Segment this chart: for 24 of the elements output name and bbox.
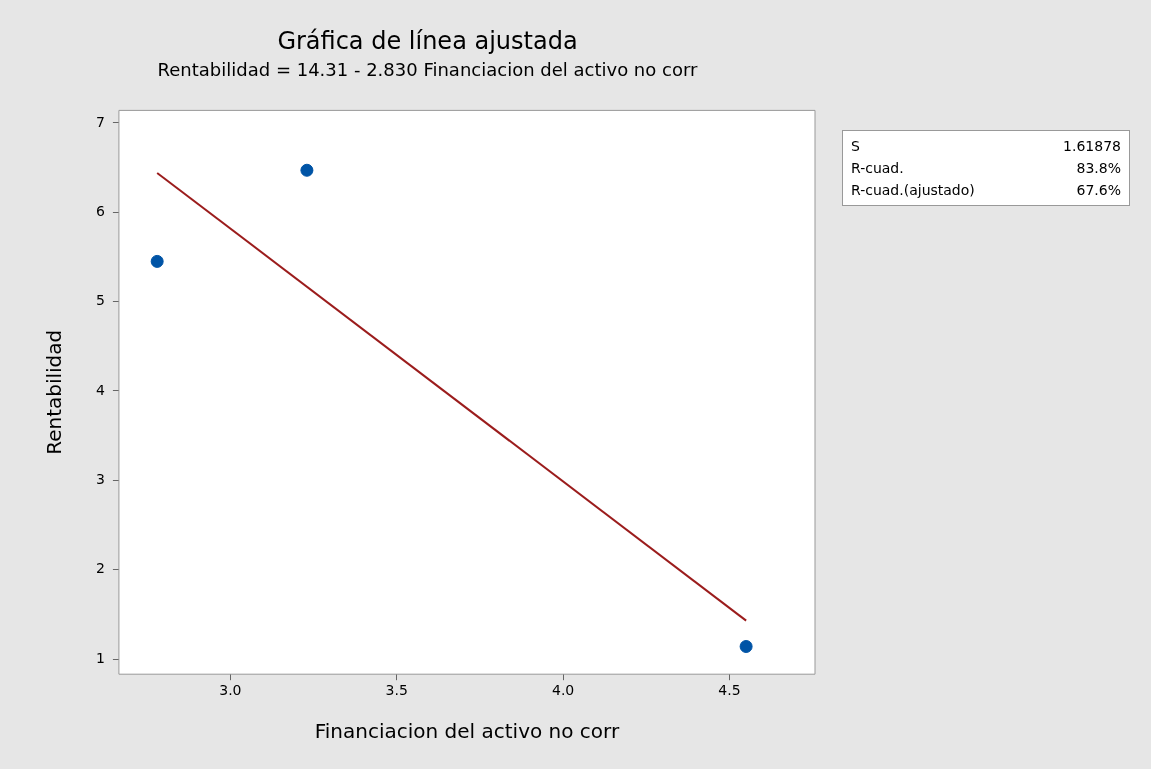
text: R-cuad.: [851, 159, 905, 178]
y-tick-label: 4: [95, 381, 105, 398]
text: S: [851, 137, 861, 156]
chart-subtitle: Rentabilidad = 14.31 - 2.830 Financiacion del activo no corr: [157, 59, 698, 81]
x-tick-label: 3.0: [219, 682, 242, 699]
y-tick-label: 2: [95, 560, 105, 577]
text: 1.61878: [1063, 137, 1121, 156]
chart-title: Gráfica de línea ajustada: [277, 26, 578, 55]
y-tick-label: 7: [95, 113, 105, 130]
x-tick-label: 4.0: [551, 682, 575, 699]
y-tick-label: 3: [95, 470, 105, 487]
point: [150, 254, 164, 268]
text: 83.8%: [1075, 159, 1121, 178]
y-axis-title: Rentabilidad: [42, 329, 67, 455]
y-tick-label: 5: [95, 292, 105, 309]
x-axis-title: Financiacion del activo no corr: [314, 719, 620, 744]
text: R-cuad.(ajustado): [851, 181, 976, 200]
point: [739, 640, 753, 653]
text: 67.6%: [1075, 181, 1121, 200]
y-tick-label: 1: [95, 649, 105, 666]
x-tick-label: 4.5: [718, 682, 741, 699]
y-tick-label: 6: [95, 202, 105, 219]
x-tick-label: 3.5: [385, 682, 408, 699]
point: [300, 163, 314, 177]
